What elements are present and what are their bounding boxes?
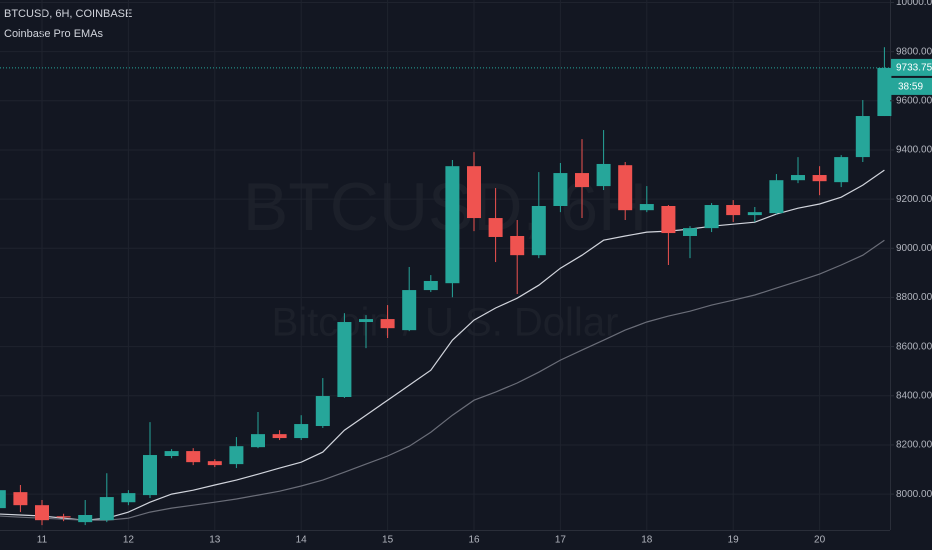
candle-body	[164, 451, 179, 457]
watermark-subtitle: Bitcoin / U.S. Dollar	[272, 301, 619, 345]
candle-body	[78, 515, 93, 523]
chart-title: BTCUSD, 6H, COINBASE	[4, 8, 132, 20]
candle-body	[272, 434, 287, 439]
x-tick-label: 13	[209, 535, 221, 546]
candle-body	[186, 451, 201, 463]
x-tick-label: 12	[123, 535, 135, 546]
candle-body	[553, 173, 568, 207]
plot	[0, 47, 892, 526]
candle-body	[877, 67, 892, 117]
candle-body	[488, 218, 503, 237]
candle-body	[359, 319, 373, 323]
candle-body	[747, 212, 762, 216]
candle-body	[855, 116, 870, 158]
x-tick-label: 14	[296, 535, 308, 546]
candle-body	[618, 165, 633, 211]
y-tick-label: 9200.00	[896, 194, 932, 205]
candle-body	[510, 235, 525, 256]
candle-body	[445, 166, 460, 284]
candle-body	[251, 434, 265, 448]
candle-body	[639, 204, 654, 211]
x-tick-label: 19	[728, 535, 740, 546]
y-tick-label: 8400.00	[896, 390, 932, 401]
candle-body	[467, 166, 481, 219]
x-tick-label: 18	[641, 535, 653, 546]
indicator-name: Coinbase Pro EMAs	[4, 28, 104, 40]
y-tick-label: 8600.00	[896, 341, 932, 352]
y-tick-label: 9000.00	[896, 243, 932, 254]
candle-body	[99, 497, 114, 521]
candle-body	[704, 205, 719, 229]
candle-body	[13, 492, 28, 506]
candle-body	[35, 505, 49, 521]
candle-body	[207, 461, 222, 466]
ema-line	[0, 169, 885, 521]
x-tick-label: 11	[37, 535, 48, 546]
candle-body	[229, 446, 244, 465]
y-tick-label: 9400.00	[896, 145, 932, 156]
candle-body	[531, 206, 546, 256]
y-tick-label: 10000.00	[896, 0, 932, 8]
ema-line	[0, 239, 885, 521]
candle-body	[596, 163, 611, 187]
price-label-box	[891, 58, 932, 76]
candle-body	[834, 157, 849, 183]
candle-body	[0, 490, 6, 509]
y-tick-label: 9800.00	[896, 46, 932, 57]
candle-body	[812, 175, 827, 182]
candle-body	[294, 424, 309, 439]
countdown-label: 38:59	[898, 82, 923, 93]
x-tick-label: 20	[814, 535, 826, 546]
y-tick-label: 8200.00	[896, 440, 932, 451]
candle-body	[143, 455, 157, 496]
candle-body	[337, 322, 352, 398]
candle-body	[121, 493, 136, 503]
price-label: 9733.75	[896, 63, 932, 74]
candle-body	[726, 205, 741, 216]
grid	[0, 0, 890, 530]
countdown-box	[891, 77, 932, 95]
candle-body	[423, 280, 438, 291]
y-tick-label: 8000.00	[896, 489, 932, 500]
y-tick-label: 9600.00	[896, 95, 932, 106]
candle-body	[402, 290, 417, 331]
x-tick-label: 17	[555, 535, 567, 546]
y-tick-label: 8800.00	[896, 292, 932, 303]
candle-body	[315, 396, 330, 427]
candle-body	[56, 516, 71, 518]
candle-body	[575, 173, 589, 188]
candle-body	[380, 319, 395, 329]
candle-body	[683, 228, 697, 236]
x-tick-label: 16	[468, 535, 480, 546]
candle-body	[661, 206, 676, 234]
candle-body	[769, 180, 784, 214]
candle-body	[791, 175, 805, 181]
x-tick-label: 15	[382, 535, 394, 546]
